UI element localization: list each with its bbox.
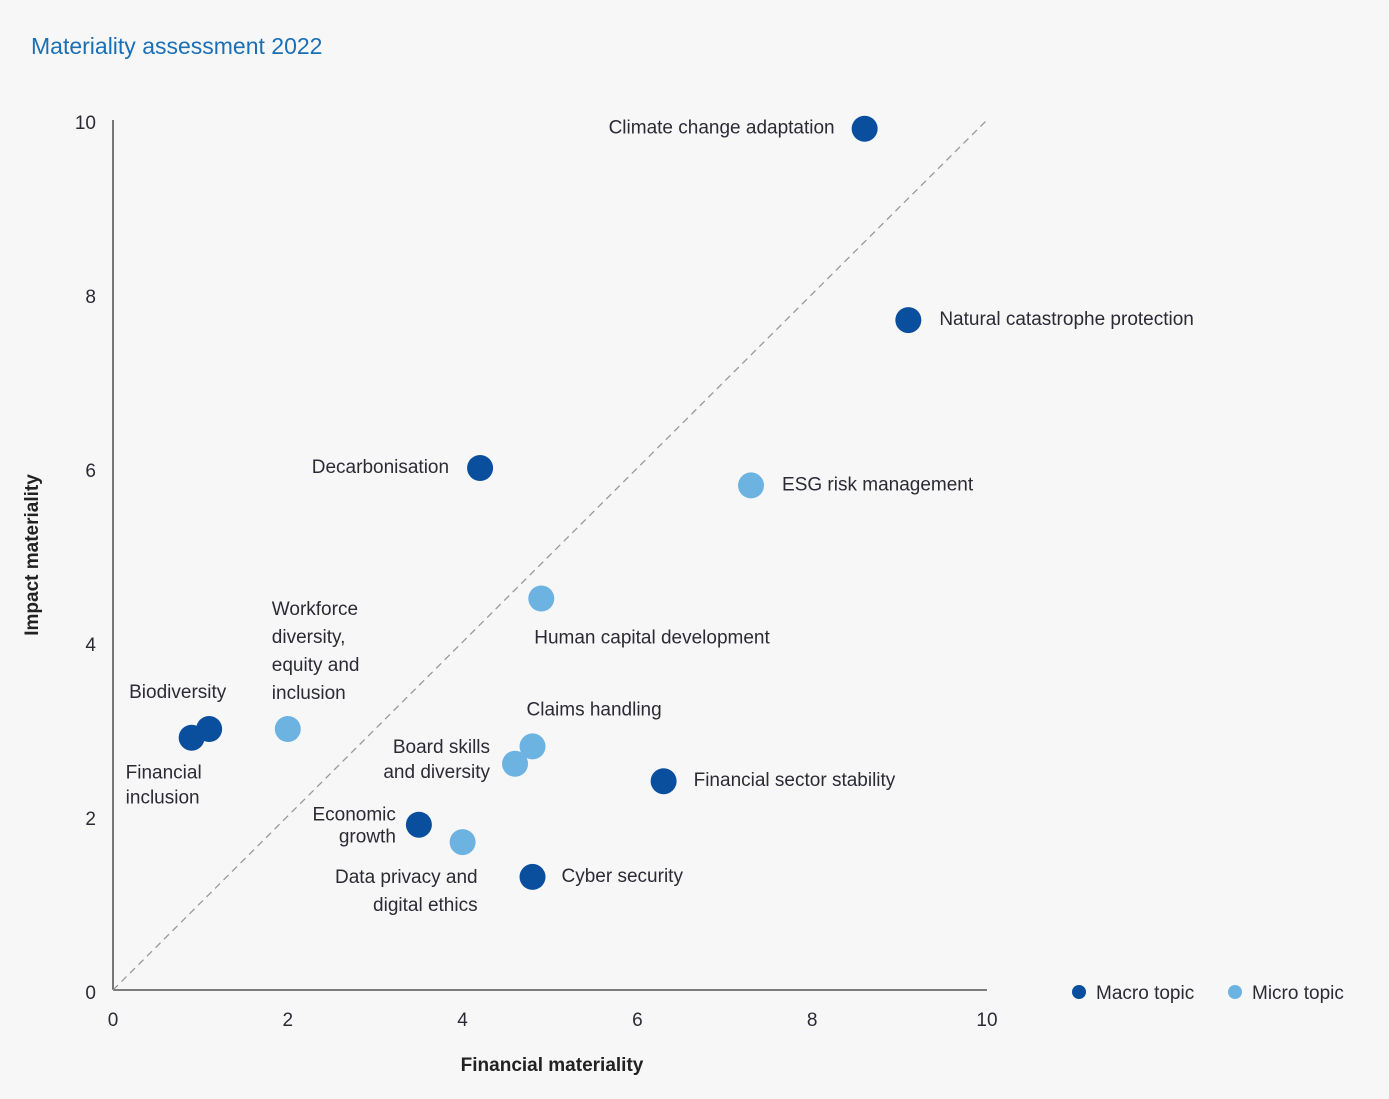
data-point-group: Climate change adaptation <box>609 115 878 142</box>
x-tick-label: 0 <box>108 1010 119 1031</box>
legend-label: Macro topic <box>1096 983 1194 1004</box>
data-point-label-line: diversity, <box>272 627 346 648</box>
macro-topic-point <box>650 768 677 795</box>
data-point-label-line: Decarbonisation <box>312 457 449 478</box>
data-point-label-line: Cyber security <box>562 866 684 887</box>
data-point-label-line: inclusion <box>126 788 200 809</box>
data-point-group: Economic growth <box>312 805 432 848</box>
data-point-label: Cyber security <box>562 866 684 887</box>
data-point-group: Financial sector stability <box>650 768 896 795</box>
data-point-label: Natural catastrophe protection <box>939 309 1194 330</box>
data-point-group: Board skills and diversity <box>383 737 529 783</box>
x-tick-label: 10 <box>976 1010 997 1031</box>
legend: Macro topic Micro topic <box>1072 983 1344 1004</box>
data-point-label: Board skills and diversity <box>383 737 490 783</box>
data-point-label-line: ESG risk management <box>782 474 974 495</box>
data-point-label: Economic growth <box>312 805 395 848</box>
data-point-group: Claims handling <box>519 699 662 760</box>
data-point-label: Claims handling <box>527 699 662 720</box>
data-point-label-line: Financial <box>126 763 202 784</box>
macro-topic-point <box>851 115 878 142</box>
legend-marker-icon <box>1072 985 1086 999</box>
micro-topic-point <box>274 716 301 742</box>
macro-topic-point <box>467 455 494 481</box>
data-point-group: Biodiversity <box>129 682 227 742</box>
data-point-group: Workforce diversity, equity and inclusion <box>272 599 360 742</box>
y-tick-label: 4 <box>85 635 96 656</box>
diagonal-reference-line <box>112 119 988 991</box>
data-point-label-line: inclusion <box>272 683 346 704</box>
data-point-group: Financial inclusion <box>126 724 205 809</box>
data-point-group: Natural catastrophe protection <box>895 307 1194 334</box>
data-point-label: Financial sector stability <box>694 770 896 791</box>
micro-topic-point <box>502 750 529 777</box>
data-point-label-line: Natural catastrophe protection <box>939 309 1194 330</box>
data-point-label-line: Human capital development <box>534 628 770 649</box>
y-tick-label: 0 <box>85 983 96 1004</box>
macro-topic-point <box>519 863 546 890</box>
x-tick-label: 4 <box>457 1010 468 1031</box>
data-points-group: Climate change adaptation Natural catastr… <box>126 115 1194 916</box>
data-point-label-line: Claims handling <box>527 699 662 720</box>
data-point-label-line: digital ethics <box>373 895 478 916</box>
data-point-label-line: Climate change adaptation <box>609 118 835 139</box>
y-tick-label: 2 <box>85 809 96 830</box>
y-axis-title: Impact materiality <box>22 474 43 636</box>
data-point-label: Financial inclusion <box>126 763 202 809</box>
data-point-label-line: equity and <box>272 655 360 676</box>
chart-title: Materiality assessment 2022 <box>31 33 322 59</box>
data-point-label-line: Economic <box>312 805 395 826</box>
data-point-group: Data privacy and digital ethics <box>335 829 478 916</box>
data-point-label: Climate change adaptation <box>609 118 835 139</box>
data-point-group: Cyber security <box>519 863 684 890</box>
micro-topic-point <box>449 829 476 856</box>
macro-topic-point <box>178 724 205 751</box>
macro-topic-point <box>895 307 922 334</box>
data-point-label: Workforce diversity, equity and inclusion <box>272 599 360 704</box>
data-point-label-line: growth <box>339 827 396 848</box>
axes-group: 0 2 4 6 8 10 0 2 4 6 8 10 <box>75 113 998 1031</box>
data-point-label-line: and diversity <box>383 762 490 783</box>
data-point-label-line: Financial sector stability <box>694 770 896 791</box>
y-tick-label: 8 <box>85 287 96 308</box>
legend-label: Micro topic <box>1252 983 1344 1004</box>
x-tick-label: 6 <box>632 1010 643 1031</box>
data-point-label-line: Data privacy and <box>335 867 478 888</box>
data-point-group: Human capital development <box>528 585 771 649</box>
data-point-label-line: Biodiversity <box>129 682 227 703</box>
x-axis-title: Financial materiality <box>461 1055 644 1076</box>
data-point-label: ESG risk management <box>782 474 974 495</box>
y-tick-label: 10 <box>75 113 96 134</box>
data-point-label: Data privacy and digital ethics <box>335 867 478 916</box>
micro-topic-point <box>528 585 555 612</box>
legend-item: Macro topic <box>1072 983 1194 1004</box>
data-point-label: Decarbonisation <box>312 457 449 478</box>
legend-marker-icon <box>1228 985 1242 999</box>
y-tick-label: 6 <box>85 461 96 482</box>
micro-topic-point <box>738 472 765 499</box>
data-point-label-line: Board skills <box>393 737 490 758</box>
micro-topic-point <box>519 733 546 760</box>
data-point-group: ESG risk management <box>738 472 974 499</box>
macro-topic-point <box>405 811 432 838</box>
x-tick-label: 2 <box>283 1010 294 1031</box>
data-point-label: Biodiversity <box>129 682 227 703</box>
data-point-label-line: Workforce <box>272 599 358 620</box>
data-point-group: Decarbonisation <box>312 455 494 481</box>
legend-item: Micro topic <box>1228 983 1344 1004</box>
data-point-label: Human capital development <box>534 628 770 649</box>
x-tick-label: 8 <box>807 1010 818 1031</box>
